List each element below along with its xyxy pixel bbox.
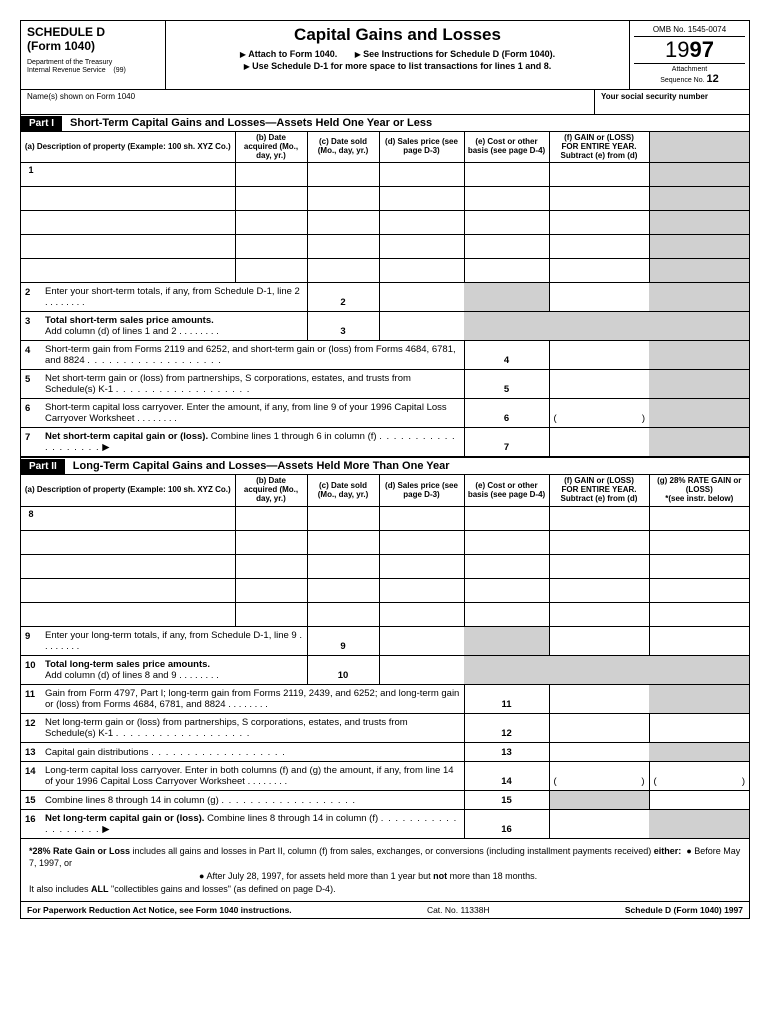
col-a: (a) Description of property (Example: 10… xyxy=(21,132,235,163)
line8-row3[interactable] xyxy=(21,554,749,578)
line5-f[interactable] xyxy=(549,370,649,399)
part1-header: Part I Short-Term Capital Gains and Loss… xyxy=(21,115,749,132)
footer-right: Schedule D (Form 1040) 1997 xyxy=(625,905,743,915)
line15: 15 Combine lines 8 through 14 in column … xyxy=(21,790,749,809)
line8-row5[interactable] xyxy=(21,602,749,626)
instruction-1: Attach to Form 1040. See Instructions fo… xyxy=(172,49,623,59)
col-c: (c) Date sold (Mo., day, yr.) xyxy=(307,132,379,163)
line6-text: Short-term capital loss carryover. Enter… xyxy=(41,399,464,428)
line1-row1[interactable]: 1 xyxy=(21,163,749,187)
part1-table: (a) Description of property (Example: 10… xyxy=(21,132,749,457)
line1-row4[interactable] xyxy=(21,235,749,259)
col-a2: (a) Description of property (Example: 10… xyxy=(21,475,235,506)
header-right: OMB No. 1545-0074 1997 Attachment Sequen… xyxy=(629,21,749,89)
line1-row3[interactable] xyxy=(21,211,749,235)
part2-label: Part II xyxy=(21,459,65,474)
part1-title: Short-Term Capital Gains and Losses—Asse… xyxy=(62,115,440,131)
col-g2: (g) 28% RATE GAIN or (LOSS)*(see instr. … xyxy=(649,475,749,506)
line3: 3 Total short-term sales price amounts.A… xyxy=(21,312,749,341)
col-blank xyxy=(649,132,749,163)
col-f: (f) GAIN or (LOSS)FOR ENTIRE YEAR.Subtra… xyxy=(549,132,649,163)
page-footer: For Paperwork Reduction Act Notice, see … xyxy=(21,902,749,918)
form-title: Capital Gains and Losses xyxy=(172,25,623,45)
line8-row1[interactable]: 8 xyxy=(21,506,749,530)
line4-f[interactable] xyxy=(549,341,649,370)
line5: 5 Net short-term gain or (loss) from par… xyxy=(21,370,749,399)
line3-text: Total short-term sales price amounts.Add… xyxy=(41,312,307,341)
part1-label: Part I xyxy=(21,116,62,131)
line6: 6 Short-term capital loss carryover. Ent… xyxy=(21,399,749,428)
col-d2: (d) Sales price (see page D-3) xyxy=(379,475,464,506)
part2-column-headers: (a) Description of property (Example: 10… xyxy=(21,475,749,506)
instruction-2: Use Schedule D-1 for more space to list … xyxy=(172,61,623,71)
tax-year: 1997 xyxy=(634,37,745,64)
col-f2: (f) GAIN or (LOSS)FOR ENTIRE YEAR.Subtra… xyxy=(549,475,649,506)
line7: 7 Net short-term capital gain or (loss).… xyxy=(21,428,749,457)
col-b: (b) Date acquired (Mo., day, yr.) xyxy=(235,132,307,163)
line7-text: Net short-term capital gain or (loss). C… xyxy=(41,428,464,457)
footnote: *28% Rate Gain or Loss includes all gain… xyxy=(21,839,749,902)
part2-header: Part II Long-Term Capital Gains and Loss… xyxy=(21,457,749,475)
line8-row4[interactable] xyxy=(21,578,749,602)
line7-f[interactable] xyxy=(549,428,649,457)
col-b2: (b) Date acquired (Mo., day, yr.) xyxy=(235,475,307,506)
line16: 16 Net long-term capital gain or (loss).… xyxy=(21,809,749,838)
name-ssn-row: Name(s) shown on Form 1040 Your social s… xyxy=(21,90,749,115)
attachment-seq: Attachment Sequence No. 12 xyxy=(634,64,745,87)
line1-row2[interactable] xyxy=(21,187,749,211)
form-header: SCHEDULE D (Form 1040) Department of the… xyxy=(21,21,749,90)
line2-f[interactable] xyxy=(549,283,649,312)
schedule-label: SCHEDULE D xyxy=(27,25,159,39)
part1-column-headers: (a) Description of property (Example: 10… xyxy=(21,132,749,163)
line3-d[interactable] xyxy=(379,312,464,341)
header-center: Capital Gains and Losses Attach to Form … xyxy=(166,21,629,89)
omb-number: OMB No. 1545-0074 xyxy=(634,23,745,37)
part2-table: (a) Description of property (Example: 10… xyxy=(21,475,749,838)
line10: 10 Total long-term sales price amounts.A… xyxy=(21,655,749,684)
line2: 2 Enter your short-term totals, if any, … xyxy=(21,283,749,312)
line2-d[interactable] xyxy=(379,283,464,312)
form-number: (Form 1040) xyxy=(27,39,159,53)
line4-text: Short-term gain from Forms 2119 and 6252… xyxy=(41,341,464,370)
col-e: (e) Cost or other basis (see page D-4) xyxy=(464,132,549,163)
line6-f[interactable]: () xyxy=(549,399,649,428)
footer-left: For Paperwork Reduction Act Notice, see … xyxy=(27,905,292,915)
name-field[interactable]: Name(s) shown on Form 1040 xyxy=(21,90,594,114)
line1-num: 1 xyxy=(21,163,41,187)
part2-title: Long-Term Capital Gains and Losses—Asset… xyxy=(65,458,458,474)
line14: 14 Long-term capital loss carryover. Ent… xyxy=(21,761,749,790)
line1-row5[interactable] xyxy=(21,259,749,283)
footer-center: Cat. No. 11338H xyxy=(427,905,490,915)
col-d: (d) Sales price (see page D-3) xyxy=(379,132,464,163)
line4: 4 Short-term gain from Forms 2119 and 62… xyxy=(21,341,749,370)
line12: 12 Net long-term gain or (loss) from par… xyxy=(21,713,749,742)
line8-row2[interactable] xyxy=(21,530,749,554)
line2-text: Enter your short-term totals, if any, fr… xyxy=(41,283,307,312)
line5-text: Net short-term gain or (loss) from partn… xyxy=(41,370,464,399)
line13: 13 Capital gain distributions 13 xyxy=(21,742,749,761)
line9: 9 Enter your long-term totals, if any, f… xyxy=(21,626,749,655)
header-left: SCHEDULE D (Form 1040) Department of the… xyxy=(21,21,166,89)
department: Department of the Treasury Internal Reve… xyxy=(27,59,159,76)
ssn-field[interactable]: Your social security number xyxy=(594,90,749,114)
line11: 11 Gain from Form 4797, Part I; long-ter… xyxy=(21,684,749,713)
form-schedule-d: SCHEDULE D (Form 1040) Department of the… xyxy=(20,20,750,919)
col-c2: (c) Date sold (Mo., day, yr.) xyxy=(307,475,379,506)
col-e2: (e) Cost or other basis (see page D-4) xyxy=(464,475,549,506)
